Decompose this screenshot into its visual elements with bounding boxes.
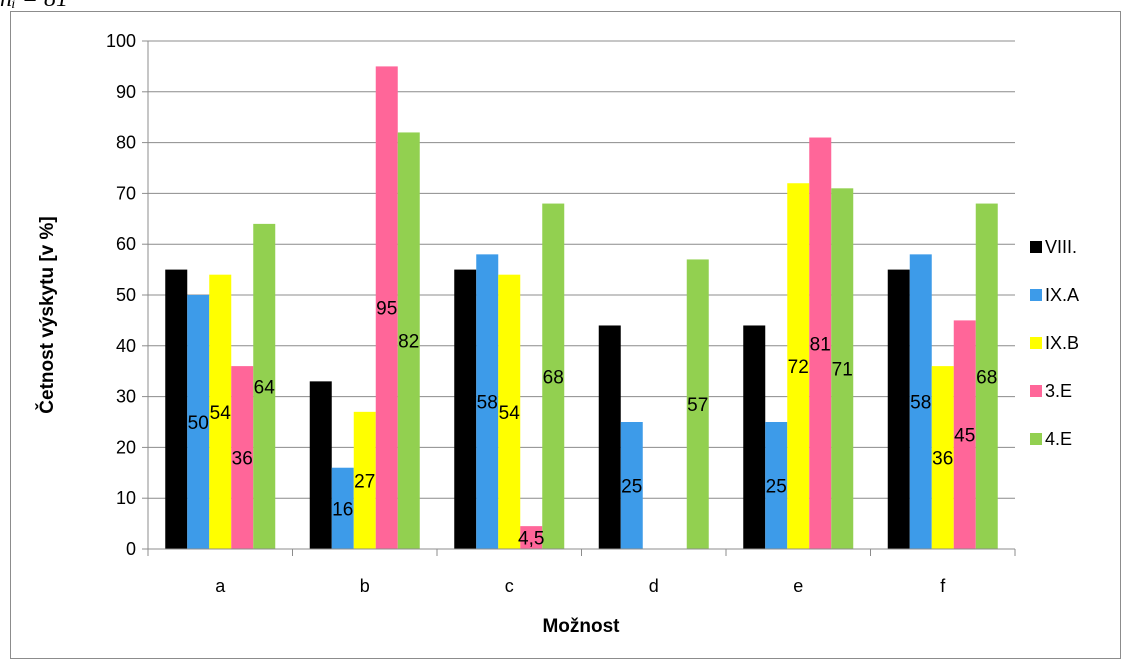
bar-f-4.E	[975, 203, 998, 549]
legend-label-3.E: 3.E	[1045, 381, 1072, 401]
legend-swatch-4.E	[1030, 433, 1042, 445]
x-tick-label-b: b	[360, 576, 370, 596]
data-label-a-VIII.: 55	[166, 400, 187, 421]
y-tick-label-80: 80	[116, 133, 136, 153]
bar-f-IX.A	[909, 254, 932, 550]
chart-frame	[10, 11, 1121, 659]
legend-label-IX.A: IX.A	[1045, 285, 1079, 305]
bar-b-4.E	[397, 132, 420, 549]
x-tick-label-f: f	[940, 576, 946, 596]
y-tick-label-50: 50	[116, 285, 136, 305]
y-axis-title: Četnost výskytu [v %]	[36, 216, 58, 413]
data-label-e-IX.B: 72	[788, 357, 809, 378]
legend-label-VIII.: VIII.	[1045, 237, 1077, 257]
y-tick-label-60: 60	[116, 234, 136, 254]
x-tick-label-c: c	[505, 576, 514, 596]
data-label-f-IX.B: 36	[932, 449, 953, 470]
legend-label-IX.B: IX.B	[1045, 333, 1079, 353]
data-label-e-4.E: 71	[832, 360, 853, 381]
x-axis-title: Možnost	[542, 616, 620, 637]
data-label-a-IX.A: 50	[188, 413, 209, 434]
y-tick-label-70: 70	[116, 183, 136, 203]
y-tick-label-100: 100	[106, 31, 136, 51]
legend-swatch-IX.A	[1030, 289, 1042, 301]
bar-c-VIII.	[454, 269, 477, 549]
bar-e-IX.A	[765, 422, 788, 549]
bar-d-IX.A	[620, 422, 643, 549]
legend: VIII. IX.A IX.B 3.E 4.E	[1030, 237, 1079, 449]
data-label-f-IX.A: 58	[910, 393, 931, 414]
bar-e-IX.B	[787, 183, 810, 550]
bar-f-VIII.	[887, 269, 910, 549]
legend-swatch-IX.B	[1030, 337, 1042, 349]
data-label-a-IX.B: 54	[210, 403, 232, 424]
bar-e-4.E	[831, 188, 854, 549]
bar-a-IX.A	[187, 295, 210, 549]
bar-d-4.E	[686, 259, 709, 549]
bar-a-IX.B	[209, 274, 232, 549]
bar-b-IX.B	[353, 411, 376, 549]
data-label-b-VIII.: 33	[310, 456, 331, 477]
bar-e-VIII.	[743, 325, 766, 549]
y-tick-label-20: 20	[116, 437, 136, 457]
y-tick-label-40: 40	[116, 336, 136, 356]
y-tick-label-30: 30	[116, 387, 136, 407]
data-label-e-VIII.: 44	[744, 428, 766, 449]
bar-f-3.E	[953, 320, 976, 549]
data-label-a-4.E: 64	[254, 377, 276, 398]
legend-label-4.E: 4.E	[1045, 429, 1072, 449]
x-tick-label-a: a	[215, 576, 226, 596]
y-tick-label-0: 0	[126, 539, 136, 559]
bar-c-4.E	[542, 203, 565, 549]
data-label-c-VIII.: 55	[455, 400, 476, 421]
data-label-b-IX.A: 16	[332, 499, 353, 520]
data-label-a-3.E: 36	[232, 449, 253, 470]
data-label-b-3.E: 95	[376, 299, 397, 320]
bar-c-3.E	[520, 526, 543, 549]
y-tick-label-90: 90	[116, 82, 136, 102]
data-label-d-4.E: 57	[687, 395, 708, 416]
data-label-f-4.E: 68	[976, 367, 997, 388]
data-label-b-4.E: 82	[398, 332, 419, 353]
data-label-d-VIII.: 44	[599, 428, 621, 449]
bar-a-3.E	[231, 366, 254, 549]
data-label-c-IX.B: 54	[499, 403, 521, 424]
x-tick-label-e: e	[793, 576, 803, 596]
data-label-f-VIII.: 55	[888, 400, 909, 421]
bar-a-VIII.	[165, 269, 188, 549]
data-label-b-IX.B: 27	[354, 471, 375, 492]
data-label-d-IX.A: 25	[621, 477, 642, 498]
y-tick-label-10: 10	[116, 488, 136, 508]
bar-d-VIII.	[598, 325, 621, 549]
data-label-e-3.E: 81	[810, 334, 831, 355]
bars	[165, 66, 998, 550]
data-label-c-3.E: 4,5	[518, 529, 544, 550]
grid-lines	[148, 40, 1015, 499]
bar-b-3.E	[375, 66, 398, 550]
x-tick-label-d: d	[649, 576, 659, 596]
axes: 0 10 20 30 40 50 60 70 80 90 100 a b c d e f	[106, 31, 1016, 596]
legend-swatch-VIII.	[1030, 241, 1042, 253]
bar-c-IX.B	[498, 274, 521, 549]
data-label-e-IX.A: 25	[766, 477, 787, 498]
header-fragment: nᵢ = 81	[0, 0, 68, 13]
data-label-c-4.E: 68	[543, 367, 564, 388]
legend-swatch-3.E	[1030, 385, 1042, 397]
bar-c-IX.A	[476, 254, 499, 550]
data-label-f-3.E: 45	[954, 426, 975, 447]
bar-f-IX.B	[931, 366, 954, 549]
data-label-c-IX.A: 58	[477, 393, 498, 414]
bar-a-4.E	[253, 223, 276, 549]
bar-b-VIII.	[309, 381, 332, 549]
bar-b-IX.A	[331, 467, 354, 549]
bar-e-3.E	[809, 137, 832, 549]
